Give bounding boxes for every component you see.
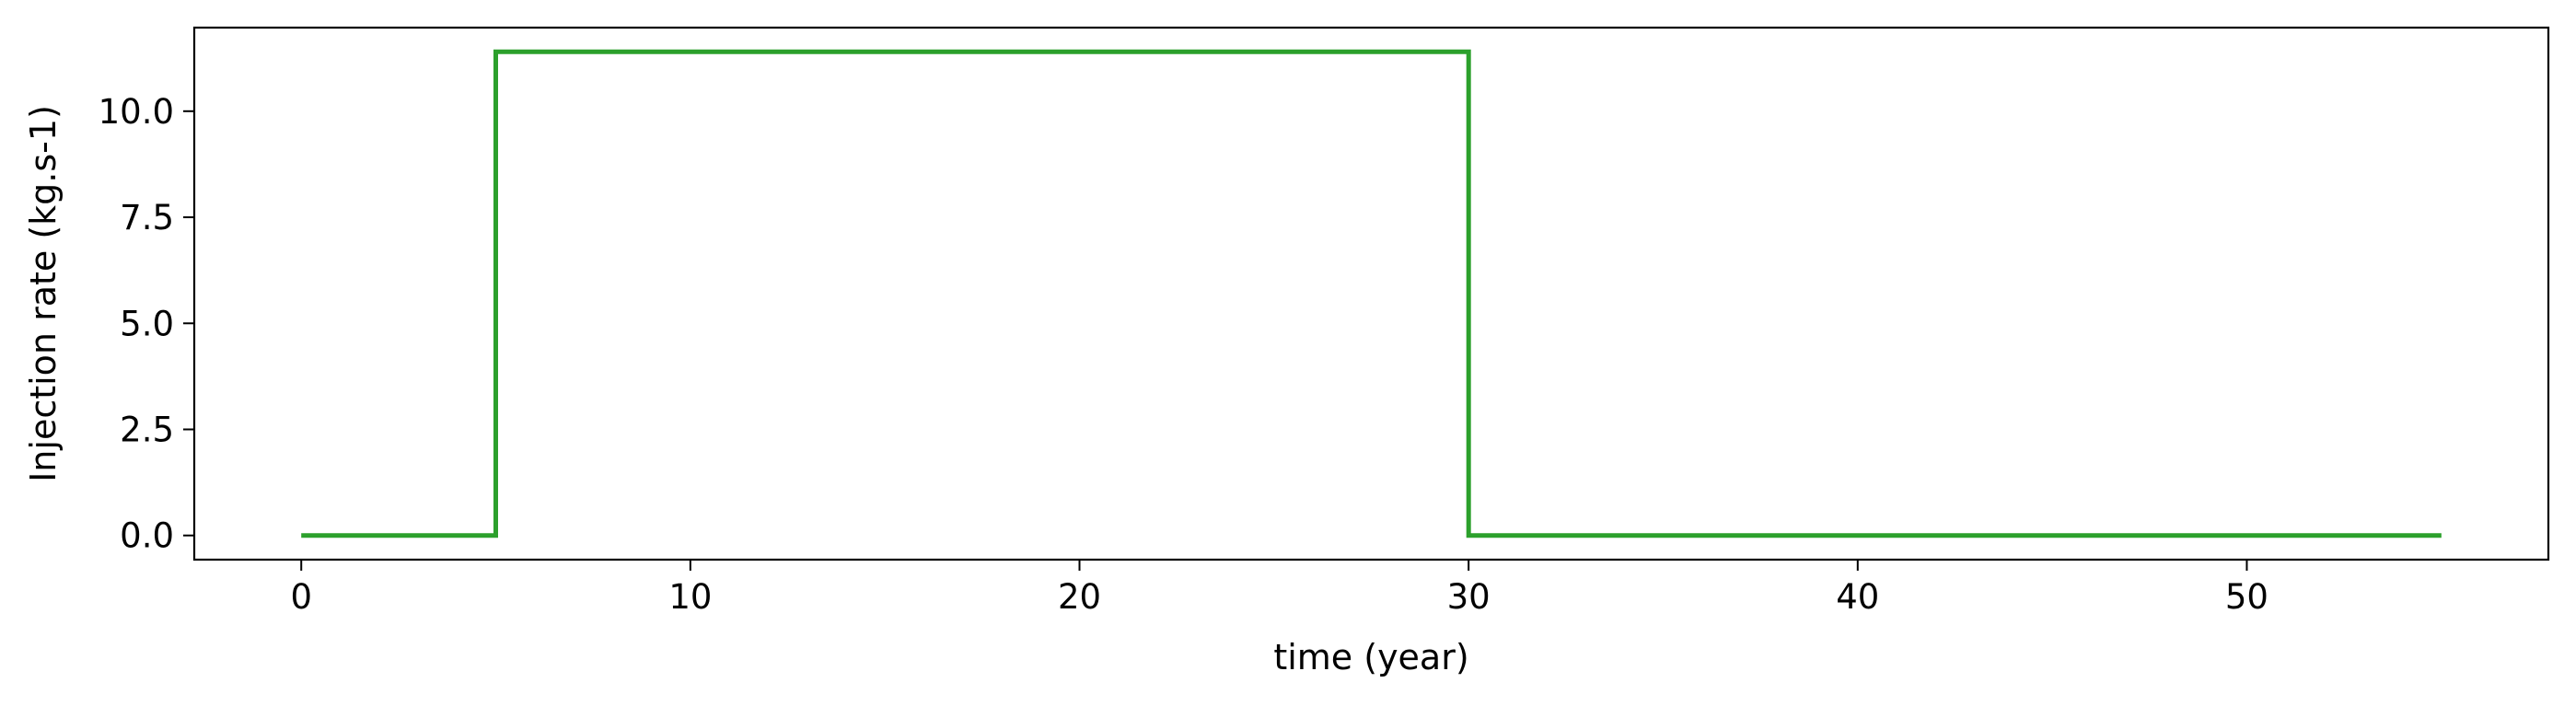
x-axis-label: time (year) [1273,637,1468,677]
x-tick-label: 30 [1447,577,1491,617]
x-axis-ticks: 0 10 20 30 40 50 [290,560,2269,617]
plot-frame [192,26,2550,561]
series-layer [301,49,2442,538]
x-tick-label: 50 [2225,577,2269,617]
x-tick-label: 10 [668,577,712,617]
y-tick-label: 5.0 [120,304,174,343]
y-tick-label: 2.5 [120,410,174,449]
x-tick-label: 0 [290,577,312,617]
x-tick-label: 20 [1058,577,1101,617]
x-tick-label: 40 [1836,577,1879,617]
y-axis-label: Injection rate (kg.s-1) [23,105,64,482]
y-tick-label: 0.0 [120,516,174,556]
y-tick-label: 7.5 [120,198,174,237]
y-tick-label: 10.0 [99,92,174,132]
series-line [301,49,2442,538]
y-axis-ticks: 0.0 2.5 5.0 7.5 10.0 [99,92,194,556]
